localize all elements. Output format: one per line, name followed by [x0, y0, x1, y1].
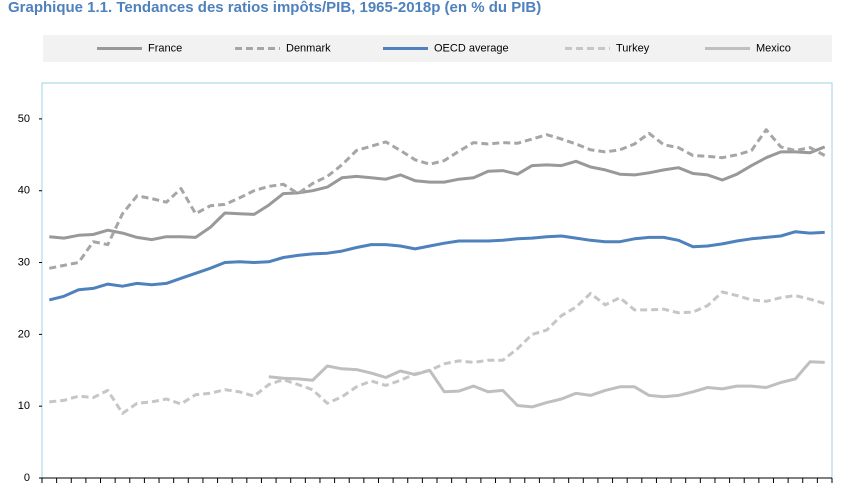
y-tick-label: 50 [18, 113, 30, 125]
legend-label: Turkey [616, 42, 650, 54]
chart-title: Graphique 1.1. Tendances des ratios impô… [8, 0, 541, 16]
y-tick-label: 20 [18, 328, 30, 340]
plot-area [41, 82, 833, 479]
y-tick-label: 40 [18, 185, 30, 197]
legend-label: Mexico [756, 42, 791, 54]
series-line [49, 128, 826, 270]
series-line [268, 360, 825, 409]
legend-box [43, 35, 832, 62]
series-line [49, 145, 826, 242]
series-line [48, 230, 825, 302]
legend-label: France [148, 42, 182, 54]
series-line [49, 290, 826, 415]
y-tick-label: 10 [18, 400, 30, 412]
y-tick-label: 30 [18, 256, 30, 268]
legend-label: Denmark [286, 42, 331, 54]
y-tick-label: 0 [24, 472, 30, 484]
legend-label: OECD average [434, 42, 509, 54]
